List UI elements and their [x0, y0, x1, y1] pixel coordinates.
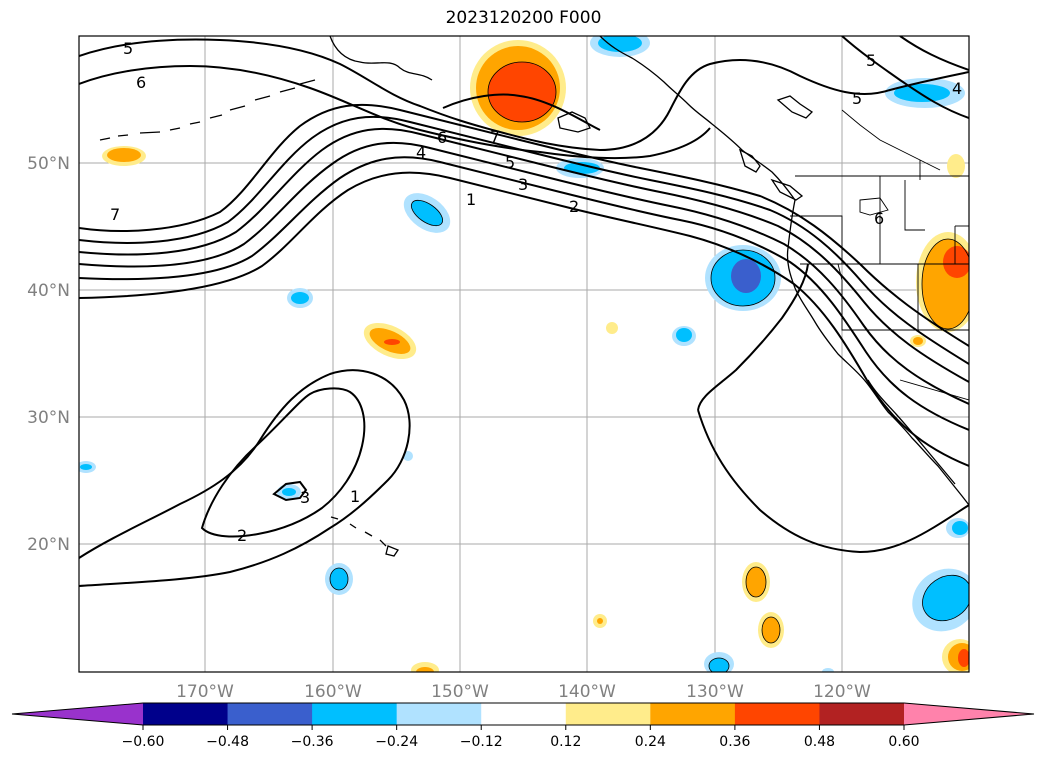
- colorbar-tick-label: 0.24: [635, 734, 666, 750]
- colorbar-tick-label: −0.12: [460, 734, 503, 750]
- lat-label: 20°N: [27, 535, 70, 555]
- colorbar-tick-label: −0.48: [206, 734, 249, 750]
- map-panel: 5 6 7 6 7 4 5 3 1 2 6 5 5 4 1 2 3: [78, 35, 970, 673]
- contour-label: 1: [466, 190, 476, 209]
- latitude-labels: 50°N 40°N 30°N 20°N: [27, 154, 70, 555]
- lon-label: 160°W: [304, 682, 362, 702]
- contour-label: 3: [518, 175, 528, 194]
- colorbar-segment: [396, 703, 482, 725]
- contour-label: 5: [505, 153, 515, 172]
- contour-labels: 5 6 7 6 7 4 5 3 1 2 6 5 5 4 1 2 3: [110, 39, 962, 545]
- coastlines: [99, 36, 969, 557]
- map-frame: [78, 35, 970, 673]
- anomaly-fills: [79, 36, 969, 672]
- contour-lines: [79, 36, 969, 587]
- colorbar-segment: [819, 703, 905, 725]
- contour-label: 5: [866, 51, 876, 70]
- colorbar-segment: [227, 703, 313, 725]
- contour-label: 5: [852, 89, 862, 108]
- lon-label: 130°W: [686, 682, 744, 702]
- contour-label: 1: [350, 487, 360, 506]
- contour-label: 2: [569, 197, 579, 216]
- colorbar-segment: [481, 703, 567, 725]
- lon-label: 150°W: [431, 682, 489, 702]
- colorbar-tick-label: −0.36: [291, 734, 334, 750]
- colorbar-tick-label: 0.36: [719, 734, 750, 750]
- colorbar-segment: [312, 703, 398, 725]
- colorbar-segment: [143, 703, 229, 725]
- colorbar-extend-low: [12, 703, 143, 725]
- lat-label: 50°N: [27, 154, 70, 174]
- lat-label: 30°N: [27, 408, 70, 428]
- plot-title: 2023120200 F000: [445, 8, 602, 28]
- colorbar-segment: [734, 703, 820, 725]
- colorbar-tick-label: 0.60: [888, 734, 919, 750]
- contour-label: 6: [874, 209, 884, 228]
- colorbar-extend-high: [904, 703, 1034, 725]
- lon-label: 140°W: [558, 682, 616, 702]
- contour-label: 7: [490, 127, 500, 146]
- contour-label: 4: [416, 143, 426, 162]
- longitude-labels: 170°W 160°W 150°W 140°W 130°W 120°W: [176, 682, 871, 702]
- contour-label: 6: [136, 73, 146, 92]
- colorbar-segment: [650, 703, 736, 725]
- colorbar-tick-label: 0.12: [550, 734, 581, 750]
- colorbar: −0.60 −0.48 −0.36 −0.24 −0.12 0.12 0.24 0.36 0.4…: [11, 702, 1035, 750]
- contour-label: 6: [437, 128, 447, 147]
- colorbar-segment: [565, 703, 651, 725]
- contour-label: 3: [300, 488, 310, 507]
- colorbar-tick-label: −0.24: [375, 734, 418, 750]
- contour-label: 7: [110, 205, 120, 224]
- anomaly-outlines: [329, 61, 969, 672]
- lon-label: 120°W: [813, 682, 871, 702]
- colorbar-tick-label: 0.48: [804, 734, 835, 750]
- colorbar-tick-label: −0.60: [122, 734, 165, 750]
- contour-label: 5: [123, 39, 133, 58]
- contour-label: 4: [952, 79, 962, 98]
- contour-label: 2: [237, 526, 247, 545]
- lat-label: 40°N: [27, 281, 70, 301]
- lon-label: 170°W: [176, 682, 234, 702]
